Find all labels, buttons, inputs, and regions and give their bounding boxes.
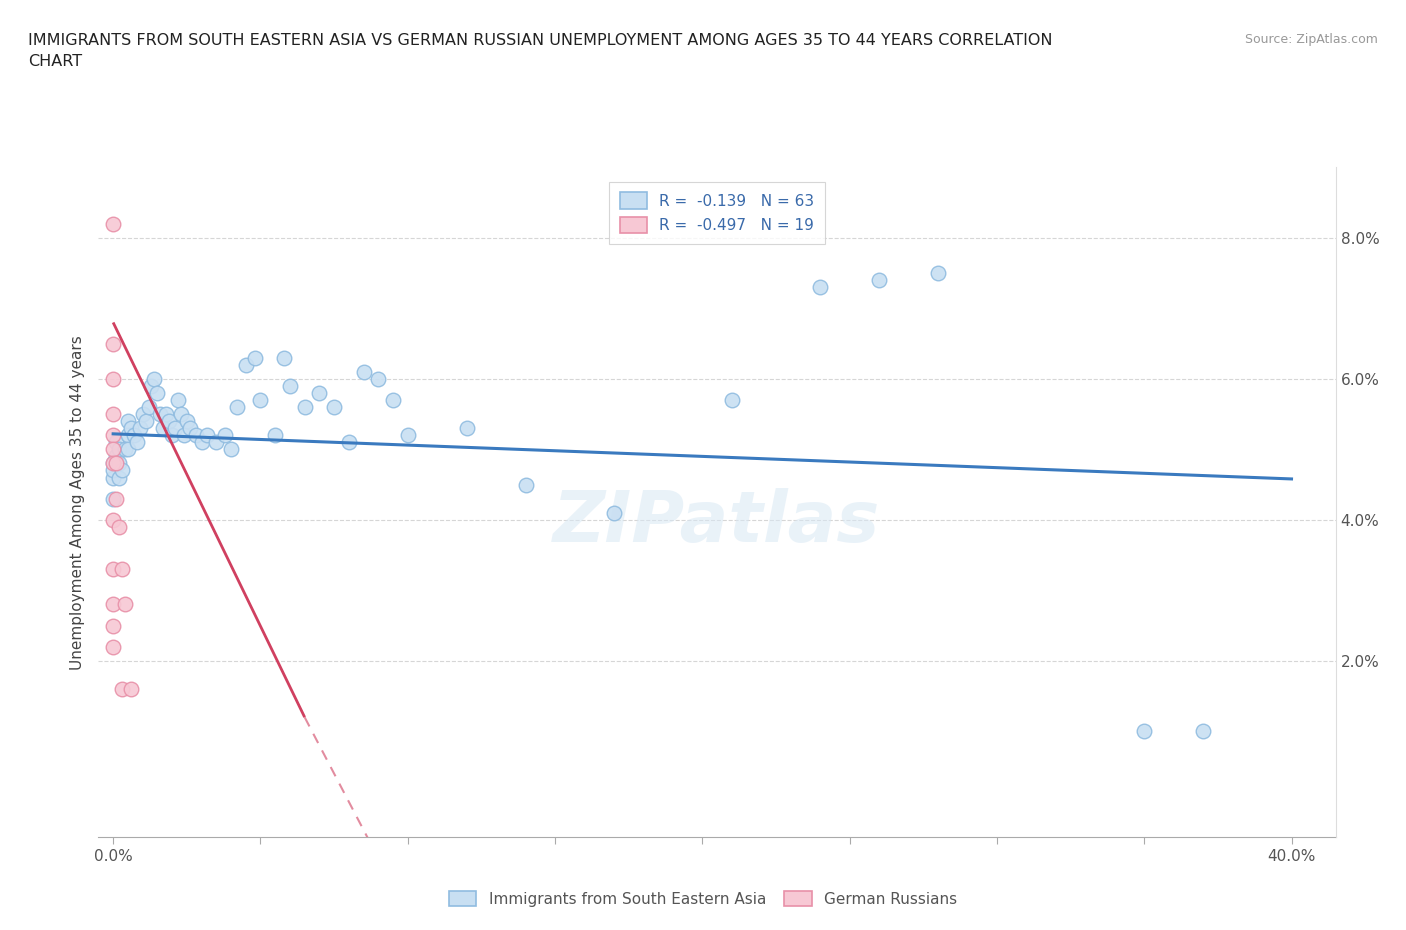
Point: [157, 414, 180, 429]
Point: [101, 618, 124, 633]
Point: [120, 420, 142, 435]
Point: [273, 351, 295, 365]
Point: [219, 442, 242, 457]
Point: [367, 371, 389, 386]
Point: [105, 435, 128, 450]
Point: [214, 428, 236, 443]
Point: [173, 428, 195, 443]
Point: [1133, 724, 1156, 738]
Point: [456, 420, 478, 435]
Point: [160, 428, 183, 443]
Point: [141, 379, 163, 393]
Point: [515, 477, 537, 492]
Point: [101, 639, 124, 654]
Point: [808, 280, 831, 295]
Point: [105, 491, 128, 506]
Point: [264, 428, 287, 443]
Point: [1192, 724, 1215, 738]
Point: [101, 217, 124, 232]
Point: [128, 420, 150, 435]
Point: [720, 392, 742, 407]
Point: [108, 470, 131, 485]
Point: [323, 400, 346, 415]
Point: [225, 400, 247, 415]
Point: [111, 562, 134, 577]
Point: [105, 456, 128, 471]
Point: [155, 406, 177, 421]
Point: [111, 682, 134, 697]
Point: [353, 365, 375, 379]
Point: [105, 449, 128, 464]
Point: [249, 392, 271, 407]
Point: [101, 456, 124, 471]
Point: [101, 491, 124, 506]
Point: [143, 371, 166, 386]
Point: [603, 505, 626, 520]
Point: [101, 562, 124, 577]
Point: [135, 414, 157, 429]
Point: [117, 428, 139, 443]
Point: [101, 597, 124, 612]
Point: [101, 406, 124, 421]
Y-axis label: Unemployment Among Ages 35 to 44 years: Unemployment Among Ages 35 to 44 years: [70, 335, 86, 670]
Point: [117, 414, 139, 429]
Text: ZIPatlas: ZIPatlas: [554, 488, 880, 557]
Point: [108, 442, 131, 457]
Point: [396, 428, 419, 443]
Point: [122, 428, 145, 443]
Point: [117, 442, 139, 457]
Point: [108, 520, 131, 535]
Text: IMMIGRANTS FROM SOUTH EASTERN ASIA VS GERMAN RUSSIAN UNEMPLOYMENT AMONG AGES 35 : IMMIGRANTS FROM SOUTH EASTERN ASIA VS GE…: [28, 33, 1053, 69]
Point: [125, 435, 148, 450]
Point: [167, 392, 190, 407]
Point: [131, 406, 153, 421]
Point: [308, 386, 330, 401]
Text: Source: ZipAtlas.com: Source: ZipAtlas.com: [1244, 33, 1378, 46]
Point: [101, 456, 124, 471]
Legend: R =  -0.139   N = 63, R =  -0.497   N = 19: R = -0.139 N = 63, R = -0.497 N = 19: [609, 181, 825, 244]
Point: [120, 682, 142, 697]
Point: [927, 266, 949, 281]
Point: [146, 386, 169, 401]
Point: [163, 420, 186, 435]
Point: [101, 512, 124, 527]
Point: [170, 406, 193, 421]
Point: [243, 351, 266, 365]
Point: [176, 414, 198, 429]
Point: [101, 442, 124, 457]
Point: [108, 456, 131, 471]
Point: [205, 435, 228, 450]
Point: [111, 463, 134, 478]
Point: [114, 597, 136, 612]
Point: [152, 420, 174, 435]
Point: [337, 435, 360, 450]
Point: [101, 463, 124, 478]
Point: [138, 400, 160, 415]
Point: [114, 442, 136, 457]
Point: [235, 357, 257, 372]
Point: [179, 420, 201, 435]
Point: [101, 336, 124, 351]
Point: [149, 406, 172, 421]
Point: [868, 272, 890, 287]
Point: [101, 428, 124, 443]
Point: [278, 379, 301, 393]
Point: [382, 392, 405, 407]
Point: [294, 400, 316, 415]
Point: [190, 435, 212, 450]
Point: [197, 428, 219, 443]
Point: [101, 470, 124, 485]
Legend: Immigrants from South Eastern Asia, German Russians: Immigrants from South Eastern Asia, Germ…: [443, 885, 963, 913]
Point: [184, 428, 207, 443]
Point: [101, 371, 124, 386]
